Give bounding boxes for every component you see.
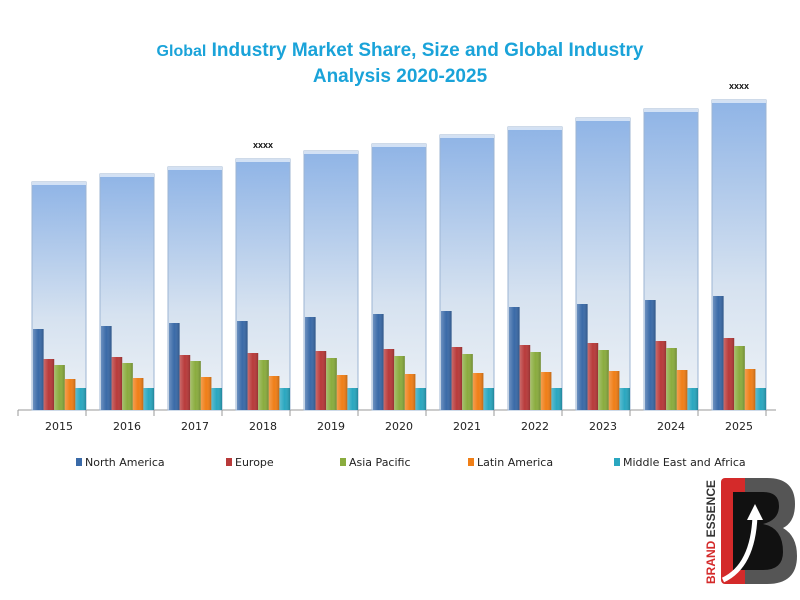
bar-shade [462,354,473,410]
total-bar-cap [100,174,154,177]
x-tick-label: 2025 [725,420,753,433]
bar-shade [666,348,677,410]
bar-shade [472,373,484,410]
svg-text:BRAND ESSENCE: BRAND ESSENCE [705,480,718,584]
legend-label: Middle East and Africa [623,456,746,469]
bar-shade [122,363,133,410]
bar-shade [551,388,562,410]
bar-shade [415,388,426,410]
bar-shade [755,388,766,410]
bar-shade [211,388,222,410]
x-tick-label: 2016 [113,420,141,433]
annotation: xxxx [253,140,273,150]
legend-swatch [468,458,474,466]
total-bar-cap [644,109,698,112]
bar-shade [101,326,112,410]
bar-shade [111,357,123,410]
bar-shade [268,376,280,410]
total-bar-cap [508,127,562,130]
title-line2: Analysis 2020-2025 [312,66,488,87]
x-tick-label: 2017 [181,420,209,433]
bar-shade [598,350,609,410]
bar-shade [75,388,86,410]
total-bar-cap [304,151,358,154]
bar-shade [33,329,44,410]
bar-shade [645,300,656,410]
bar-shade [190,361,201,410]
legend-label: Asia Pacific [349,456,411,469]
bar-shade [404,374,416,410]
total-bar-cap [440,135,494,138]
bar-shade [723,338,735,410]
bar-shade [519,345,531,410]
bar-shade [483,388,494,410]
bar-shade [64,379,76,410]
total-bar-cap [168,167,222,170]
bar-shade [383,349,395,410]
bar-shade [713,296,724,410]
bar-shade [54,365,65,410]
x-tick-label: 2021 [453,420,481,433]
bar-shade [451,347,463,410]
bar-shade [200,377,212,410]
bar-shade [394,356,405,410]
x-tick-label: 2018 [249,420,277,433]
legend-label: North America [85,456,165,469]
bar-shade [169,323,180,410]
legend-swatch [614,458,620,466]
x-tick-label: 2015 [45,420,73,433]
bar-shade [305,317,316,410]
bar-shade [315,351,327,410]
x-tick-label: 2020 [385,420,413,433]
bar-shade [744,369,756,410]
title-main: Industry Market Share, Size and Global I… [211,40,644,61]
title-prefix: Global [156,43,207,60]
x-tick-label: 2024 [657,420,685,433]
bar-shade [179,355,191,410]
bar-shade [655,341,667,410]
bar-shade [258,360,269,410]
legend-swatch [226,458,232,466]
bar-shade [347,388,358,410]
bar-shade [608,371,620,410]
bar-shade [587,343,599,410]
x-tick-label: 2023 [589,420,617,433]
bar-shade [734,346,745,410]
bar-shade [540,372,552,410]
bar-shade [336,375,348,410]
total-bar-cap [32,182,86,185]
annotation: xxxx [729,81,749,91]
bar-shade [43,359,55,410]
bar-shade [530,352,541,410]
bar-shade [132,378,144,410]
brand-logo: BRAND ESSENCE [705,478,797,584]
total-bar-cap [712,100,766,103]
bar-shade [441,311,452,410]
bar-shade [577,304,588,410]
legend-label: Latin America [477,456,553,469]
chart-title: Global Industry Market Share, Size and G… [0,38,800,89]
x-tick-label: 2022 [521,420,549,433]
total-bar-cap [576,118,630,121]
bar-shade [326,358,337,410]
legend-swatch [340,458,346,466]
bar-shade [687,388,698,410]
bar-shade [373,314,384,410]
bar-shade [619,388,630,410]
bar-shade [237,321,248,410]
bar-shade [247,353,259,410]
bar-shade [279,388,290,410]
bar-shade [676,370,688,410]
x-tick-label: 2019 [317,420,345,433]
bar-shade [143,388,154,410]
legend-label: Europe [235,456,274,469]
bar-shade [509,307,520,410]
total-bar-cap [372,144,426,147]
total-bar-cap [236,159,290,162]
legend-swatch [76,458,82,466]
